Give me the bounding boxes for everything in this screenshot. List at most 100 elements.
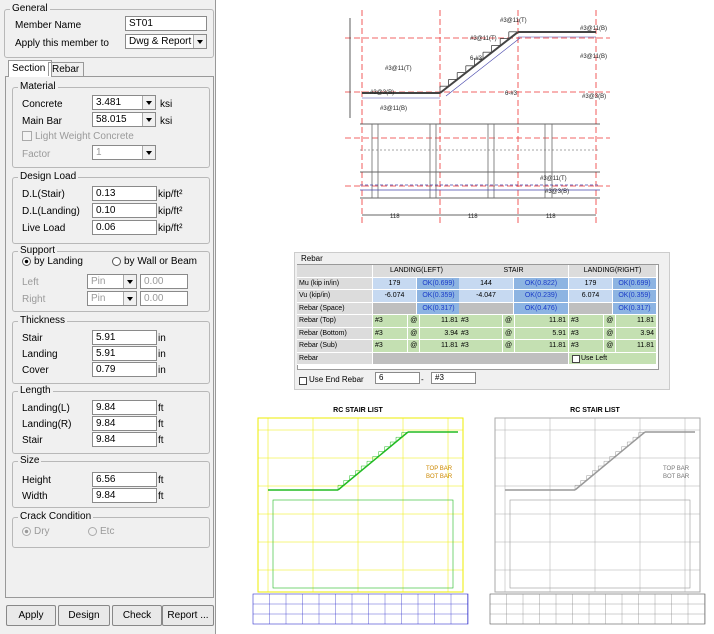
drawing-label: 6-#3 — [470, 56, 483, 62]
group-box — [4, 9, 214, 58]
label: Light Weight Concrete — [35, 131, 134, 142]
drawing-label: #3@3(B) — [545, 189, 569, 195]
tab-content — [5, 76, 214, 598]
sheet-note: TOP BAR — [426, 466, 453, 472]
input-field[interactable]: 58.015 — [92, 112, 156, 127]
table-cell: OK(0.476) — [514, 302, 569, 315]
table-cell: @ — [408, 315, 421, 328]
button[interactable]: Apply — [6, 605, 56, 626]
table-cell: 11.81 — [515, 340, 569, 353]
member-name-input[interactable]: ST01 — [125, 16, 207, 31]
table-cell — [459, 352, 569, 365]
table-cell — [569, 302, 613, 315]
label: Concrete — [22, 99, 63, 110]
table-cell — [297, 265, 373, 278]
sheet-table — [489, 593, 706, 625]
label: kip/ft² — [158, 223, 183, 234]
column-header: LANDING(LEFT) — [373, 265, 461, 278]
drawing-label: 118 — [546, 214, 556, 220]
table-cell: @ — [604, 315, 617, 328]
column-header: STAIR — [459, 265, 569, 278]
drawing-label: #3@11(B) — [580, 54, 607, 60]
label: Right — [22, 294, 46, 305]
input-field[interactable]: 0.06 — [92, 220, 157, 235]
table-cell: OK(0.359) — [417, 290, 461, 303]
drawing-label: #3@11(T) — [500, 18, 527, 24]
sheet-detail — [272, 499, 454, 589]
drawing-label: 6-#3 — [505, 91, 518, 97]
button[interactable]: Design — [58, 605, 110, 626]
tab[interactable]: Rebar — [48, 62, 84, 76]
table-cell: OK(0.317) — [417, 302, 461, 315]
input-field[interactable]: 0.10 — [92, 203, 157, 218]
label: ksi — [160, 99, 173, 110]
table-cell — [373, 302, 417, 315]
label: in — [158, 349, 166, 360]
input-field[interactable]: 3.481 — [92, 95, 156, 110]
input-field[interactable]: 0.00 — [140, 274, 188, 289]
checkbox — [572, 354, 580, 363]
table-cell: #3 — [459, 340, 503, 353]
table-cell: 6.074 — [569, 290, 613, 303]
label: Member Name — [15, 20, 82, 31]
label: Width — [22, 491, 48, 502]
radio — [88, 527, 97, 536]
label: D.L(Landing) — [22, 206, 80, 217]
input-field[interactable]: 9.84 — [92, 432, 157, 447]
row-label: Rebar (Sub) — [297, 340, 373, 353]
input-field[interactable]: 0.13 — [92, 186, 157, 201]
label: Landing(L) — [22, 403, 70, 414]
input-field[interactable]: 0.79 — [92, 362, 157, 377]
button[interactable]: Check — [112, 605, 162, 626]
table-cell: @ — [604, 327, 617, 340]
label: Main Bar — [22, 116, 63, 127]
input-field[interactable]: 9.84 — [92, 488, 157, 503]
input-field[interactable]: Pin — [87, 274, 137, 289]
table-cell: @ — [503, 327, 515, 340]
group-box — [12, 251, 210, 312]
table-cell: OK(0.699) — [417, 277, 461, 290]
button[interactable]: Report ... — [162, 605, 214, 626]
drawing-label: #3@11(T) — [470, 36, 497, 42]
drawing-label: 118 — [468, 214, 478, 220]
rebar-table: Rebar LANDING(LEFT) STAIR LANDING(RIGHT) Mu … — [294, 252, 670, 390]
table-cell: #3 — [569, 327, 605, 340]
apply-select[interactable]: Dwg & Report — [125, 34, 207, 49]
input-field[interactable]: Pin — [87, 291, 137, 306]
table-cell: @ — [604, 340, 617, 353]
tab[interactable]: Section — [8, 60, 52, 77]
sheet-frame — [257, 417, 464, 593]
label: - — [421, 375, 424, 384]
input-field[interactable]: 9.84 — [92, 416, 157, 431]
input-field[interactable]: 5.91 — [92, 330, 157, 345]
table-cell: OK(0.699) — [613, 277, 657, 290]
drawing-label: #3@11(B) — [580, 26, 607, 32]
label: Landing(R) — [22, 419, 72, 430]
checkbox — [299, 377, 307, 385]
table-cell: @ — [503, 340, 515, 353]
label: in — [158, 365, 166, 376]
label: Stair — [22, 435, 43, 446]
table-cell: #3 — [569, 340, 605, 353]
group-title: Size — [18, 455, 42, 466]
input-field[interactable]: 0.00 — [140, 291, 188, 306]
drawing-label: #3@3(B) — [370, 90, 394, 96]
input-field[interactable]: 5.91 — [92, 346, 157, 361]
sheet-note: TOP BAR — [663, 466, 690, 472]
input-field[interactable]: 9.84 — [92, 400, 157, 415]
table-cell: -6.074 — [373, 290, 417, 303]
row-label: Rebar (Top) — [297, 315, 373, 328]
input-field[interactable]: 6.56 — [92, 472, 157, 487]
group-title: Crack Condition — [18, 511, 94, 522]
table-cell: @ — [408, 340, 421, 353]
drawing-line — [439, 31, 519, 94]
group-box — [12, 321, 210, 384]
table-cell: OK(0.317) — [613, 302, 657, 315]
group-box — [12, 391, 210, 454]
table-cell: #3 — [373, 327, 409, 340]
input-field[interactable]: 1 — [92, 145, 156, 160]
table-cell: 3.94 — [420, 327, 461, 340]
row-label: Mu (kip in/in) — [297, 277, 373, 290]
group-title: Length — [18, 385, 53, 396]
